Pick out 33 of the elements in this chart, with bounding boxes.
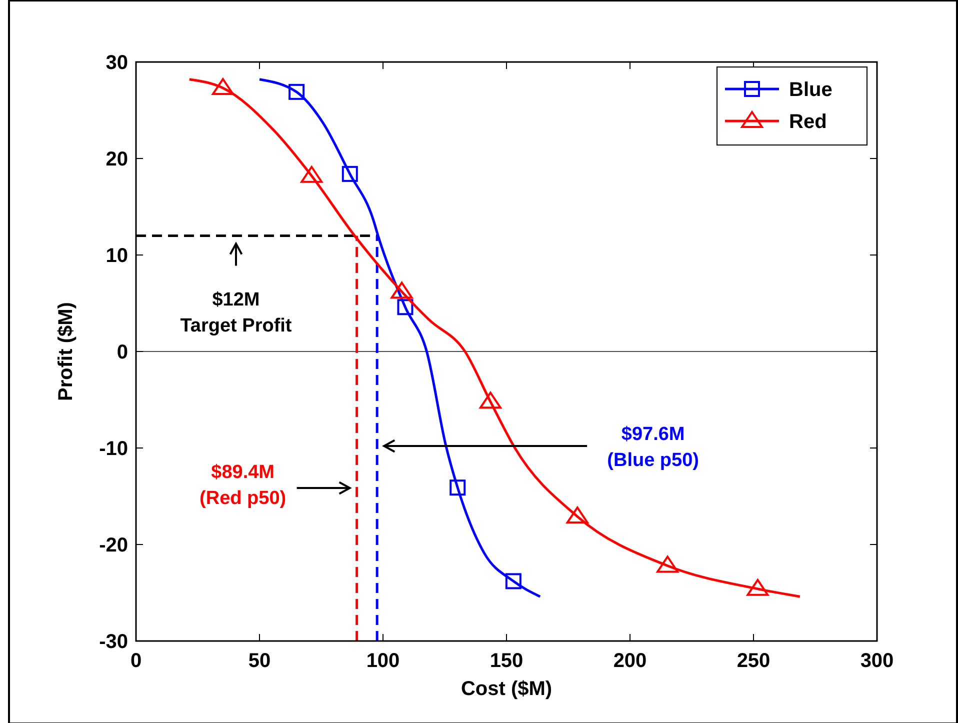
y-tick-label: -10 <box>99 438 128 460</box>
point <box>479 392 502 409</box>
point <box>566 506 588 524</box>
point <box>300 166 323 183</box>
x-tick-label: 0 <box>130 650 142 672</box>
point <box>450 480 466 496</box>
ref-line-label: $89.4M (Red p50) <box>200 462 286 509</box>
point <box>656 556 679 573</box>
x-axis-title: Cost ($M) <box>460 678 552 700</box>
y-tick-label: 20 <box>106 148 128 170</box>
point <box>390 282 413 299</box>
x-tick-label: 100 <box>366 650 400 672</box>
x-tick-label: 50 <box>248 650 271 672</box>
ref-line-label: $97.6M (Blue p50) <box>607 424 699 471</box>
point <box>212 78 234 96</box>
y-tick-label: 0 <box>116 342 128 364</box>
point <box>397 299 414 316</box>
legend-label: Red <box>789 111 827 133</box>
y-tick-label: -30 <box>99 631 128 653</box>
legend-label: Blue <box>789 79 832 101</box>
point <box>746 578 769 596</box>
y-tick-label: -20 <box>99 534 128 556</box>
y-axis-title: Profit ($M) <box>55 302 77 401</box>
y-tick-label: 30 <box>106 52 128 74</box>
y-tick-label: 10 <box>106 245 128 267</box>
x-tick-label: 300 <box>860 650 894 672</box>
point <box>288 84 305 100</box>
point <box>505 573 522 590</box>
ref-line-label: $12M Target Profit <box>180 290 292 337</box>
point <box>342 166 358 182</box>
x-tick-label: 200 <box>613 650 647 672</box>
x-tick-label: 250 <box>736 650 770 672</box>
x-tick-label: 150 <box>490 650 524 672</box>
